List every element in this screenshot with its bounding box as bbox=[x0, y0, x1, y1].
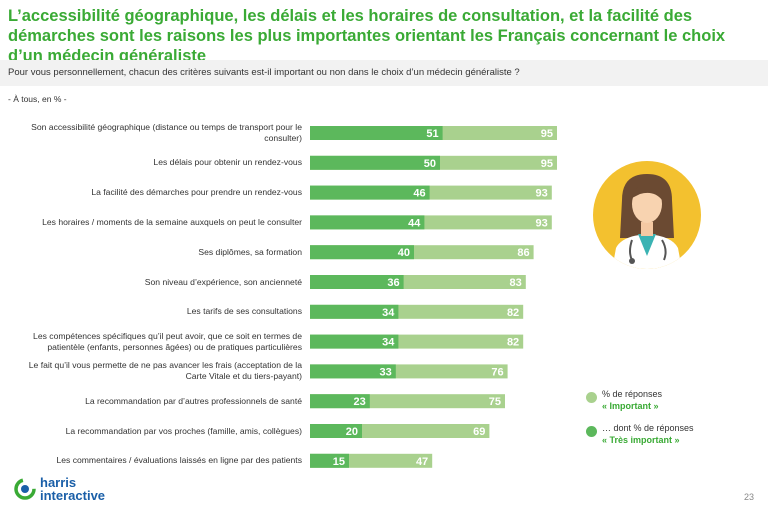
bar-tres-important bbox=[310, 394, 370, 409]
legend-tres-important-swatch bbox=[586, 426, 597, 437]
data-label-tres-important: 40 bbox=[398, 247, 410, 259]
page-number: 23 bbox=[743, 492, 754, 502]
data-label-tres-important: 36 bbox=[387, 277, 399, 289]
data-label-important: 82 bbox=[507, 307, 519, 319]
category-label: Son niveau d’expérience, son ancienneté bbox=[144, 276, 302, 287]
data-label-important: 86 bbox=[517, 247, 529, 259]
bar-tres-important bbox=[310, 155, 440, 170]
legend-important-line2: « Important » bbox=[602, 401, 659, 411]
data-label-important: 47 bbox=[416, 456, 428, 468]
data-label-tres-important: 34 bbox=[382, 337, 395, 349]
bar-tres-important bbox=[310, 126, 443, 140]
data-label-important: 95 bbox=[541, 128, 553, 140]
logo-text-interactive: interactive bbox=[40, 488, 106, 503]
bar-tres-important bbox=[310, 424, 362, 438]
data-label-tres-important: 20 bbox=[346, 426, 358, 438]
data-label-important: 93 bbox=[536, 217, 548, 229]
data-label-tres-important: 15 bbox=[333, 456, 345, 468]
category-label: Le fait qu’il vous permette de ne pas av… bbox=[28, 360, 302, 382]
data-label-important: 82 bbox=[507, 337, 519, 349]
category-label: La recommandation par vos proches (famil… bbox=[65, 425, 302, 436]
data-label-important: 69 bbox=[473, 426, 485, 438]
category-label: Son accessibilité géographique (distance… bbox=[31, 122, 302, 143]
base-note: - À tous, en % - bbox=[8, 94, 67, 104]
category-label: La recommandation par d’autres professio… bbox=[85, 395, 302, 406]
question-banner: Pour vous personnellement, chacun des cr… bbox=[0, 60, 768, 86]
bar-tres-important bbox=[310, 304, 399, 319]
data-label-tres-important: 23 bbox=[354, 396, 366, 408]
legend-tres-important-line1: … dont % de réponses bbox=[602, 423, 694, 433]
category-label: La facilité des démarches pour prendre u… bbox=[91, 187, 302, 198]
data-label-important: 83 bbox=[510, 277, 522, 289]
bar-tres-important bbox=[310, 453, 349, 468]
question-text: Pour vous personnellement, chacun des cr… bbox=[8, 67, 520, 78]
category-label: Les commentaires / évaluations laissés e… bbox=[56, 455, 302, 466]
logo-text-harris: harris bbox=[40, 475, 77, 490]
category-label: Les délais pour obtenir un rendez-vous bbox=[153, 157, 302, 168]
category-label: Ses diplômes, sa formation bbox=[198, 246, 302, 257]
category-label: Les compétences spécifiques qu’il peut a… bbox=[33, 330, 302, 352]
data-label-tres-important: 34 bbox=[382, 307, 395, 319]
page-title: L’accessibilité géographique, les délais… bbox=[8, 7, 726, 65]
data-label-important: 93 bbox=[536, 188, 548, 200]
doctor-avatar-icon bbox=[593, 161, 701, 269]
data-label-tres-important: 33 bbox=[380, 366, 392, 378]
data-label-tres-important: 46 bbox=[413, 188, 425, 200]
data-label-tres-important: 51 bbox=[426, 128, 438, 140]
bar-tres-important bbox=[310, 364, 396, 379]
data-label-tres-important: 50 bbox=[424, 158, 436, 170]
data-label-tres-important: 44 bbox=[408, 217, 421, 229]
bar-tres-important bbox=[310, 334, 399, 349]
category-label: Les tarifs de ses consultations bbox=[186, 306, 302, 317]
data-label-important: 76 bbox=[491, 366, 503, 378]
bar-tres-important bbox=[310, 185, 430, 200]
legend-important-line1: % de réponses bbox=[602, 389, 663, 399]
legend-important-swatch bbox=[586, 392, 597, 403]
data-label-important: 75 bbox=[489, 396, 501, 408]
bar-tres-important bbox=[310, 245, 414, 260]
bar-tres-important bbox=[310, 275, 404, 289]
harris-logo-icon bbox=[14, 478, 36, 500]
legend-tres-important-line2: « Très important » bbox=[602, 435, 680, 445]
bar-chart: 95 51 95 50 93 46 93 44 86 40 83 36 82 34 82 34 76 33 75 23… bbox=[310, 126, 557, 468]
category-label: Les horaires / moments de la semaine aux… bbox=[42, 216, 302, 227]
bar-tres-important bbox=[310, 215, 425, 230]
data-label-important: 95 bbox=[541, 158, 553, 170]
